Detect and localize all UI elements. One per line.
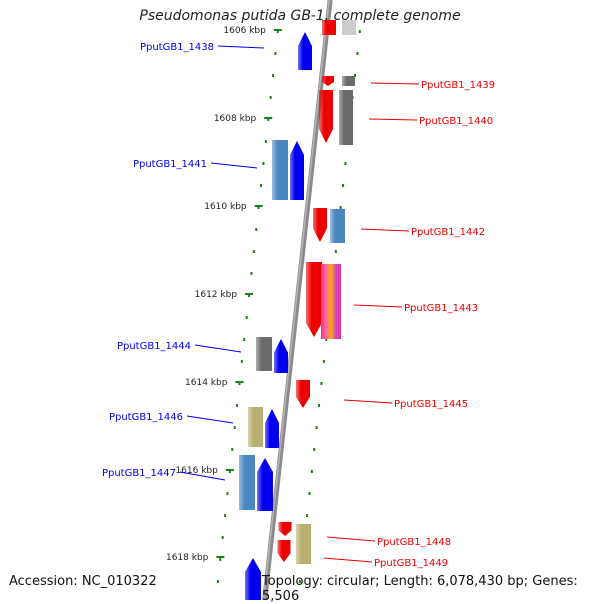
- forward-gene-label: PputGB1_1446: [109, 412, 183, 423]
- forward-gene-arrow: [257, 458, 273, 511]
- reverse-gene-arrow: [278, 522, 292, 536]
- forward-gene-arrow: [245, 558, 261, 600]
- scale-label: 1606 kbp: [223, 26, 266, 36]
- cog-category-box: [272, 140, 288, 200]
- reverse-gene-arrow: [306, 262, 322, 337]
- reverse-gene-arrow: [313, 208, 327, 242]
- gene-leader-line: [343, 399, 393, 404]
- gene-leader-line: [179, 471, 226, 481]
- forward-gene-label: PputGB1_1441: [133, 159, 207, 170]
- gene-leader-line: [326, 536, 376, 542]
- forward-gene-arrow: [274, 339, 288, 373]
- gene-leader-line: [217, 45, 265, 49]
- scale-label: 1618 kbp: [166, 553, 209, 563]
- reverse-gene-label: PputGB1_1440: [419, 116, 493, 127]
- gene-leader-line: [323, 557, 373, 563]
- forward-gene-label: PputGB1_1447: [102, 468, 176, 479]
- gene-leader-line: [360, 228, 410, 232]
- forward-gene-arrow: [298, 32, 312, 70]
- top-partial-cog-box: [342, 20, 356, 35]
- cog-category-box: [342, 76, 355, 86]
- forward-gene-arrow: [290, 141, 304, 200]
- scale-label: 1614 kbp: [185, 378, 228, 388]
- reverse-gene-arrow: [296, 380, 310, 408]
- genome-title: Pseudomonas putida GB-1, complete genome: [139, 8, 461, 24]
- scale-label: 1616 kbp: [175, 466, 218, 476]
- scale-label: 1608 kbp: [214, 114, 257, 124]
- forward-gene-label: PputGB1_1438: [140, 42, 214, 53]
- scale-label: 1612 kbp: [195, 290, 238, 300]
- gene-leader-line: [368, 118, 418, 121]
- cog-category-box: [330, 209, 345, 243]
- gene-leader-line: [370, 82, 420, 85]
- reverse-gene-label: PputGB1_1443: [404, 303, 478, 314]
- reverse-gene-label: PputGB1_1445: [394, 399, 468, 410]
- reverse-gene-arrow: [319, 90, 333, 143]
- reverse-gene-label: PputGB1_1439: [421, 80, 495, 91]
- cog-category-box: [256, 337, 272, 371]
- gene-leader-line: [194, 344, 242, 353]
- forward-gene-label: PputGB1_1444: [117, 341, 191, 352]
- accession-label: Accession: NC_010322: [9, 574, 157, 589]
- reverse-gene-arrow: [322, 76, 334, 86]
- cog-category-box: [239, 455, 255, 510]
- cog-category-box: [321, 264, 341, 339]
- cog-category-box: [339, 90, 353, 145]
- cog-category-box: [248, 407, 263, 447]
- gene-leader-line: [210, 162, 258, 169]
- genome-axis-highlight: [262, 0, 330, 601]
- scale-label: 1610 kbp: [204, 202, 247, 212]
- cog-category-box: [296, 524, 311, 564]
- reverse-gene-label: PputGB1_1448: [377, 537, 451, 548]
- gene-leader-line: [186, 415, 234, 424]
- top-partial-gene: [322, 20, 336, 35]
- forward-gene-arrow: [265, 409, 279, 448]
- reverse-gene-label: PputGB1_1449: [374, 558, 448, 569]
- reverse-gene-label: PputGB1_1442: [411, 227, 485, 238]
- reverse-gene-arrow: [277, 540, 291, 562]
- gene-leader-line: [353, 304, 403, 308]
